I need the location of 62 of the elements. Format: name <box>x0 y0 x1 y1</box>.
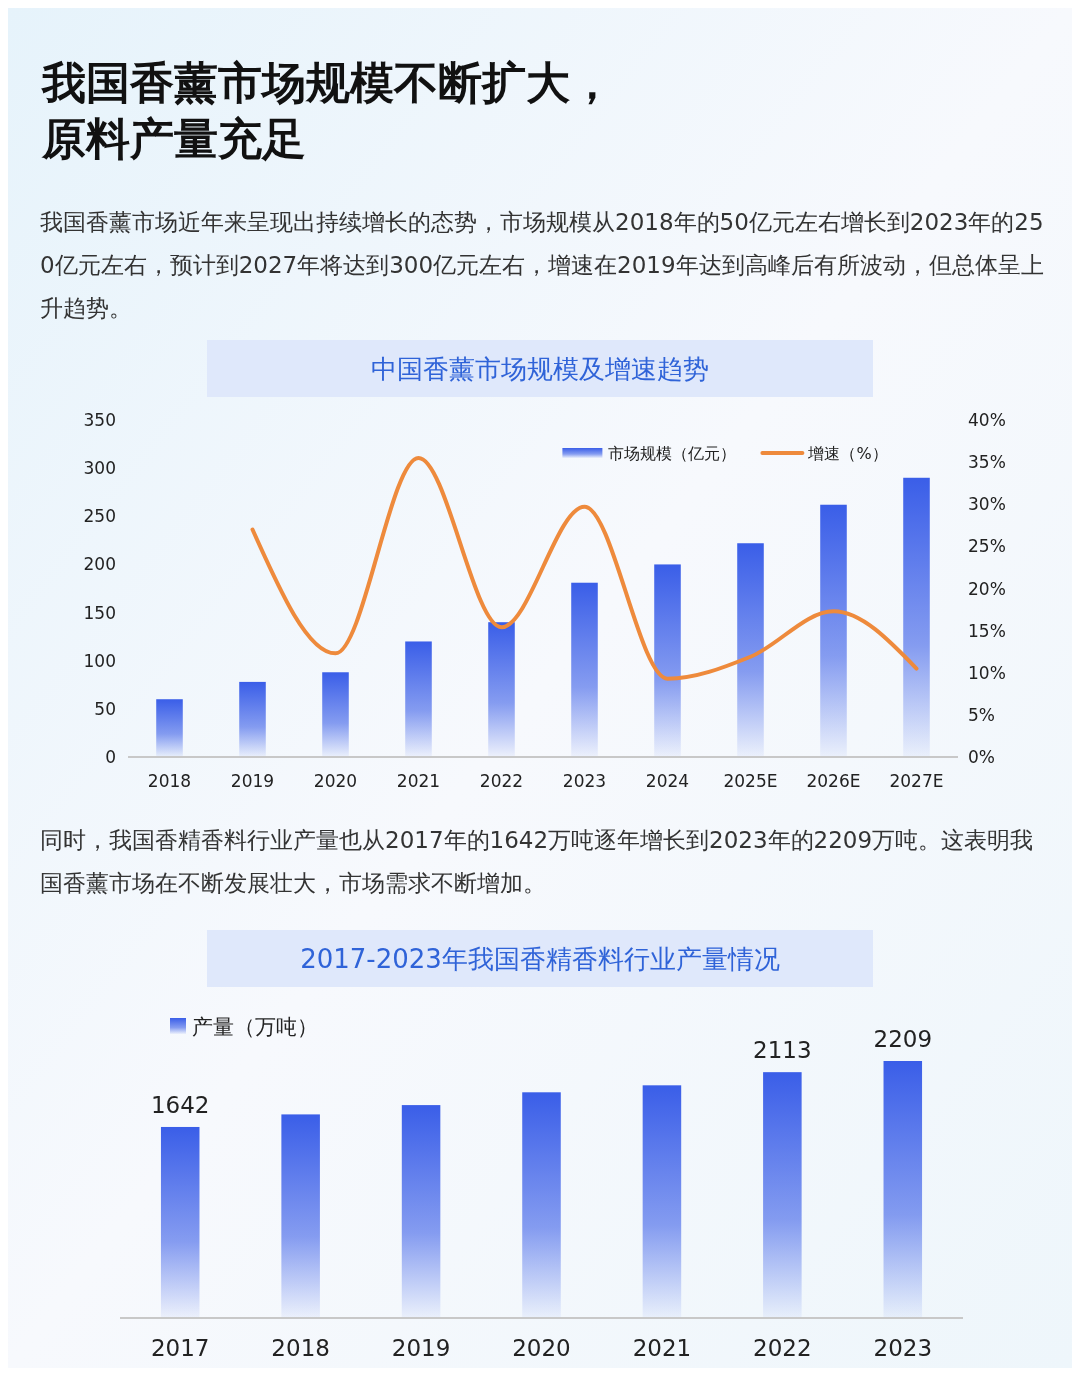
text: 同时，我国香精香料行业产量也从2017年的1642万吨逐年增长到2023年的2209万吨。这表明我国香薰市场在不断发展壮大，市场需求不断增加。 <box>40 827 1034 896</box>
y-tick-label: 0 <box>105 747 116 767</box>
y2-tick-label: 5% <box>968 704 995 725</box>
y-tick-label: 250 <box>83 506 116 527</box>
x-tick-label: 2019 <box>391 1335 451 1361</box>
bar <box>522 1092 561 1318</box>
bar <box>737 543 764 757</box>
x-tick-label: 2023 <box>873 1335 933 1361</box>
bar <box>642 1085 682 1318</box>
data-label: 2209 <box>873 1026 933 1052</box>
x-tick-label: 2024 <box>645 771 690 791</box>
data-label: 1642 <box>150 1091 210 1118</box>
x-tick-label: 2020 <box>313 771 358 791</box>
bar <box>401 1105 441 1318</box>
x-tick-label: 2021 <box>632 1335 692 1361</box>
bar <box>160 1126 200 1318</box>
bar <box>239 681 266 757</box>
x-tick-label: 2017 <box>150 1335 210 1361</box>
y2-tick-label: 10% <box>968 662 1006 683</box>
x-tick-label: 2019 <box>230 771 275 791</box>
x-tick-label: 2020 <box>512 1335 571 1361</box>
x-tick-label: 2027E <box>889 771 944 791</box>
bar <box>156 699 183 757</box>
y2-tick-label: 35% <box>968 452 1006 473</box>
bar <box>281 1114 320 1318</box>
y-tick-label: 150 <box>83 602 116 623</box>
bar <box>820 504 847 757</box>
x-tick-label: 2021 <box>396 771 441 791</box>
y2-tick-label: 30% <box>968 494 1006 515</box>
y-tick-label: 300 <box>83 458 116 479</box>
y2-tick-label: 20% <box>968 578 1006 599</box>
bar <box>488 622 515 757</box>
y2-tick-label: 25% <box>968 536 1006 557</box>
x-tick-label: 2023 <box>562 771 607 791</box>
x-tick-label: 2022 <box>753 1335 812 1361</box>
bar <box>571 582 598 757</box>
y-tick-label: 350 <box>83 410 116 430</box>
x-tick-label: 2022 <box>479 771 524 791</box>
legend-label: 市场规模（亿元） <box>608 443 737 463</box>
bar <box>405 641 432 757</box>
y2-tick-label: 40% <box>968 410 1006 430</box>
data-label: 2113 <box>753 1037 812 1064</box>
y-tick-label: 100 <box>83 650 116 671</box>
y-tick-label: 200 <box>83 554 116 575</box>
y-tick-label: 50 <box>94 698 116 719</box>
legend-label: 增速（%） <box>807 443 888 463</box>
chart-title: 中国香薰市场规模及增速趋势 <box>371 354 709 384</box>
y2-tick-label: 15% <box>968 620 1006 641</box>
x-tick-label: 2026E <box>806 771 861 791</box>
x-tick-label: 2018 <box>271 1335 330 1361</box>
x-tick-label: 2025E <box>723 771 778 791</box>
bar <box>903 477 930 757</box>
text: 我国香薰市场规模不断扩大，原料产量充足 <box>41 57 614 164</box>
x-tick-label: 2018 <box>147 771 192 791</box>
bar <box>763 1072 802 1318</box>
text: 我国香薰市场近年来呈现出持续增长的态势，市场规模从2018年的50亿元左右增长到2023年的250亿元左右，预计到2027年将达到300亿元左右，增速在2019年达到高峰后有所波动，但总体呈上升趋势。 <box>40 209 1044 321</box>
legend-label: 产量（万吨） <box>192 1014 318 1039</box>
bar <box>883 1061 923 1318</box>
y2-tick-label: 0% <box>968 747 995 767</box>
chart-title: 2017-2023年我国香精香料行业产量情况 <box>300 944 780 974</box>
bar <box>322 672 349 757</box>
bar <box>654 564 681 757</box>
